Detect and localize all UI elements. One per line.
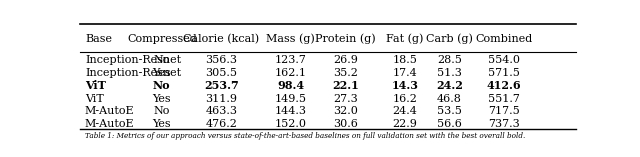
Text: 305.5: 305.5 (205, 68, 237, 78)
Text: 162.1: 162.1 (275, 68, 307, 78)
Text: 22.9: 22.9 (392, 119, 417, 129)
Text: No: No (154, 106, 170, 116)
Text: 35.2: 35.2 (333, 68, 358, 78)
Text: 51.3: 51.3 (437, 68, 462, 78)
Text: Base: Base (85, 34, 112, 44)
Text: 98.4: 98.4 (277, 80, 305, 91)
Text: Fat (g): Fat (g) (386, 33, 424, 44)
Text: 32.0: 32.0 (333, 106, 358, 116)
Text: 144.3: 144.3 (275, 106, 307, 116)
Text: 551.7: 551.7 (488, 94, 520, 103)
Text: 476.2: 476.2 (205, 119, 237, 129)
Text: Yes: Yes (152, 94, 171, 103)
Text: Calorie (kcal): Calorie (kcal) (183, 34, 259, 44)
Text: 253.7: 253.7 (204, 80, 239, 91)
Text: Carb (g): Carb (g) (426, 33, 473, 44)
Text: 717.5: 717.5 (488, 106, 520, 116)
Text: M-AutoE: M-AutoE (85, 106, 134, 116)
Text: 123.7: 123.7 (275, 55, 307, 65)
Text: 53.5: 53.5 (437, 106, 462, 116)
Text: Yes: Yes (152, 119, 171, 129)
Text: ViT: ViT (85, 80, 106, 91)
Text: No: No (154, 55, 170, 65)
Text: Yes: Yes (152, 68, 171, 78)
Text: Inception-Resnet: Inception-Resnet (85, 55, 181, 65)
Text: 28.5: 28.5 (437, 55, 462, 65)
Text: 27.3: 27.3 (333, 94, 358, 103)
Text: 463.3: 463.3 (205, 106, 237, 116)
Text: 149.5: 149.5 (275, 94, 307, 103)
Text: Combined: Combined (476, 34, 532, 44)
Text: 14.3: 14.3 (392, 80, 419, 91)
Text: 24.2: 24.2 (436, 80, 463, 91)
Text: Protein (g): Protein (g) (315, 33, 376, 44)
Text: 17.4: 17.4 (392, 68, 417, 78)
Text: 56.6: 56.6 (437, 119, 462, 129)
Text: 30.6: 30.6 (333, 119, 358, 129)
Text: 24.4: 24.4 (392, 106, 417, 116)
Text: 46.8: 46.8 (437, 94, 462, 103)
Text: 554.0: 554.0 (488, 55, 520, 65)
Text: 737.3: 737.3 (488, 119, 520, 129)
Text: 571.5: 571.5 (488, 68, 520, 78)
Text: 356.3: 356.3 (205, 55, 237, 65)
Text: 412.6: 412.6 (487, 80, 522, 91)
Text: Table 1: Metrics of our approach versus state-of-the-art-based baselines on full: Table 1: Metrics of our approach versus … (85, 132, 525, 140)
Text: 22.1: 22.1 (332, 80, 359, 91)
Text: M-AutoE: M-AutoE (85, 119, 134, 129)
Text: ViT: ViT (85, 94, 104, 103)
Text: Mass (g): Mass (g) (266, 33, 315, 44)
Text: 18.5: 18.5 (392, 55, 417, 65)
Text: 152.0: 152.0 (275, 119, 307, 129)
Text: Compressed: Compressed (127, 34, 196, 44)
Text: 26.9: 26.9 (333, 55, 358, 65)
Text: 311.9: 311.9 (205, 94, 237, 103)
Text: No: No (153, 80, 171, 91)
Text: 16.2: 16.2 (392, 94, 417, 103)
Text: Inception-Resnet: Inception-Resnet (85, 68, 181, 78)
